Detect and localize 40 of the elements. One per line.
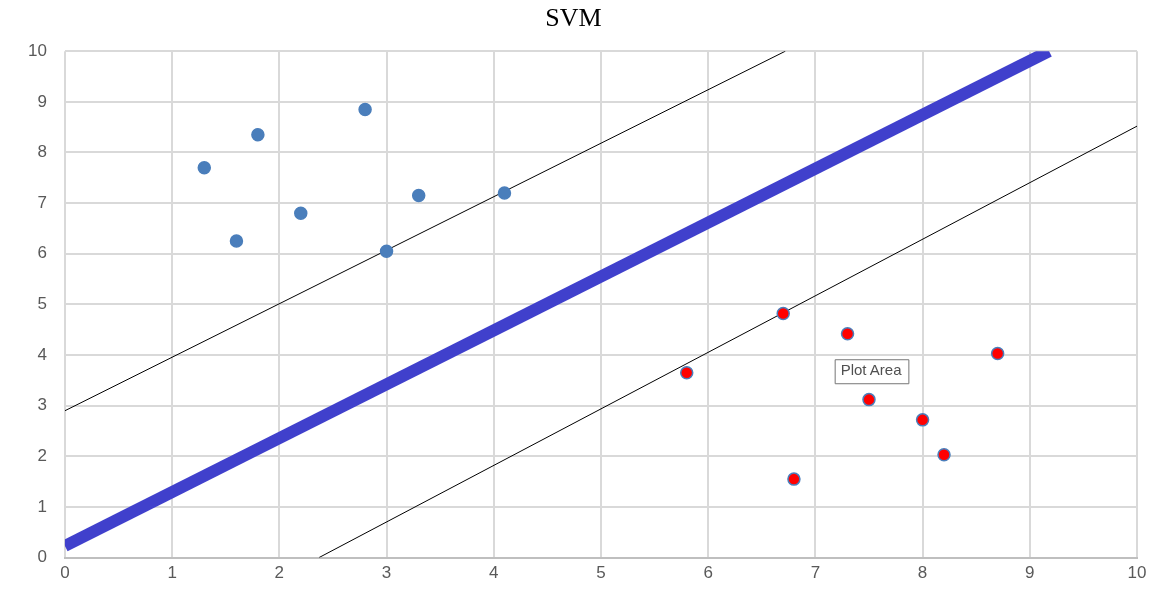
y-tick-label: 8	[37, 142, 47, 162]
annotation: Plot Area	[840, 361, 903, 379]
point	[379, 244, 394, 258]
point	[411, 188, 426, 203]
point	[787, 472, 801, 486]
point	[915, 413, 930, 427]
x-tick-label: 6	[703, 563, 713, 583]
point	[229, 234, 244, 248]
x-tick-label: 4	[489, 563, 499, 583]
point	[358, 102, 372, 117]
x-tick-label: 2	[274, 563, 285, 583]
y-tick-label: 6	[37, 243, 47, 263]
y-tick-label: 10	[27, 40, 47, 60]
chart-title: SVM	[545, 3, 602, 33]
y-tick-label: 7	[37, 192, 47, 212]
point	[840, 327, 855, 341]
x-tick-label: 7	[810, 563, 821, 583]
point	[679, 366, 694, 380]
x-tick-label: 8	[917, 563, 928, 583]
point	[776, 306, 790, 321]
x-tick-label: 3	[381, 563, 392, 583]
point	[294, 206, 308, 220]
y-tick-label: 5	[37, 294, 47, 314]
x-tick-label: 9	[1025, 563, 1035, 583]
y-tick-label: 4	[37, 344, 47, 364]
y-tick-label: 3	[37, 395, 47, 415]
x-tick-label: 10	[1127, 563, 1147, 583]
y-tick-label: 0	[37, 547, 47, 567]
x-tick-label: 0	[60, 563, 70, 583]
point	[197, 160, 212, 175]
point	[251, 128, 265, 142]
y-tick-label: 9	[37, 91, 47, 111]
point	[990, 346, 1005, 361]
point	[862, 392, 876, 407]
y-tick-label: 2	[37, 446, 47, 466]
x-tick-label: 1	[167, 563, 177, 583]
y-tick-label: 1	[37, 496, 47, 516]
point	[497, 186, 512, 200]
point	[937, 448, 951, 462]
x-tick-label: 5	[596, 563, 606, 583]
